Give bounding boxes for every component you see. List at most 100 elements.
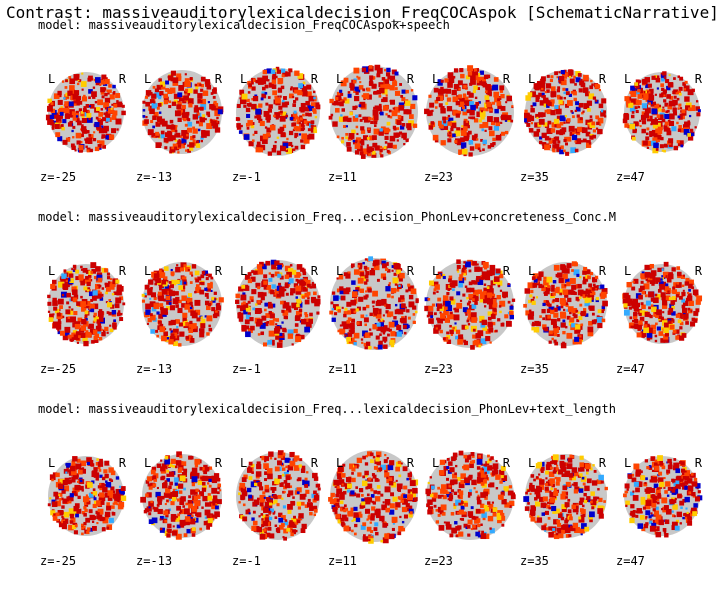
activation-blob [374, 522, 379, 527]
activation-blob [188, 495, 192, 499]
activation-blob [407, 494, 413, 500]
activation-blob [96, 284, 101, 289]
activation-blob [203, 270, 209, 276]
activation-blob [432, 291, 436, 295]
activation-blob [485, 84, 491, 90]
activation-blob [280, 110, 283, 114]
activation-blob [376, 454, 380, 459]
activation-blob [61, 273, 67, 279]
activation-blob [341, 514, 347, 520]
activation-blob [163, 93, 168, 99]
activation-blob [427, 297, 431, 301]
activation-blob [353, 506, 358, 511]
activation-blob [83, 286, 88, 291]
activation-blob [474, 295, 479, 300]
activation-blob [307, 104, 311, 109]
activation-blob [169, 150, 173, 154]
activation-blob [379, 145, 383, 149]
activation-blob [506, 115, 512, 121]
activation-blob [651, 75, 656, 80]
activation-blob [178, 285, 184, 290]
activation-blob [340, 507, 345, 512]
activation-blob [427, 499, 433, 505]
brain-slice-image [523, 261, 608, 349]
activation-blob [269, 457, 273, 460]
activation-blob [181, 112, 187, 118]
activation-blob [332, 304, 339, 310]
activation-blob [575, 101, 580, 106]
activation-blob [556, 89, 560, 93]
activation-blob [299, 115, 303, 119]
activation-blob [370, 120, 374, 125]
activation-blob [457, 339, 463, 345]
activation-blob [356, 306, 361, 311]
activation-blob [379, 320, 383, 324]
activation-blob [600, 284, 605, 289]
activation-blob [101, 331, 106, 337]
activation-blob [71, 332, 76, 338]
activation-blob [474, 266, 480, 272]
activation-blob [106, 505, 112, 511]
activation-blob [176, 264, 179, 267]
activation-blob [85, 330, 89, 334]
left-marker: L [336, 456, 344, 470]
activation-blob [456, 127, 461, 132]
activation-blob [155, 131, 160, 136]
activation-blob [624, 123, 629, 128]
activation-blob [468, 454, 472, 458]
activation-blob [257, 77, 264, 84]
activation-blob [386, 327, 390, 332]
activation-blob [530, 91, 536, 98]
activation-blob [386, 477, 393, 484]
activation-blob [97, 461, 104, 467]
activation-blob [675, 92, 678, 95]
activation-blob [248, 466, 251, 469]
activation-blob [437, 95, 444, 102]
activation-blob [507, 282, 510, 286]
activation-blob [288, 458, 291, 461]
activation-blob [160, 459, 163, 462]
activation-blob [107, 281, 111, 284]
activation-blob [384, 453, 387, 457]
activation-blob [566, 332, 573, 339]
activation-blob [450, 122, 457, 129]
activation-blob [430, 121, 435, 125]
activation-blob [91, 295, 97, 301]
activation-blob [84, 508, 88, 513]
activation-blob [255, 282, 261, 288]
activation-blob [294, 145, 299, 150]
activation-blob [248, 494, 253, 499]
activation-blob [443, 489, 448, 495]
activation-blob [447, 288, 451, 291]
activation-blob [440, 313, 446, 319]
activation-blob [279, 286, 285, 292]
activation-blob [630, 300, 636, 306]
activation-blob [678, 86, 683, 91]
activation-blob [85, 104, 90, 108]
activation-blob [375, 335, 380, 340]
activation-blob [77, 79, 80, 82]
slice-z-label: z=11 [328, 362, 357, 376]
activation-blob [153, 303, 160, 310]
activation-blob [579, 80, 585, 86]
activation-blob [203, 520, 209, 526]
activation-blob [368, 117, 372, 121]
activation-blob [554, 288, 560, 294]
activation-blob [539, 100, 546, 106]
activation-blob [562, 341, 565, 345]
activation-blob [677, 90, 682, 95]
activation-blob [477, 87, 480, 91]
activation-blob [380, 539, 384, 543]
activation-blob [389, 85, 395, 91]
activation-blob [393, 316, 397, 320]
activation-blob [577, 73, 582, 77]
activation-blob [554, 136, 560, 141]
activation-blob [69, 78, 76, 85]
activation-blob [166, 124, 171, 130]
activation-blob [73, 90, 80, 96]
activation-blob [207, 101, 210, 104]
activation-blob [276, 150, 282, 155]
activation-blob [695, 308, 700, 313]
activation-blob [255, 303, 258, 306]
activation-blob [71, 145, 76, 151]
